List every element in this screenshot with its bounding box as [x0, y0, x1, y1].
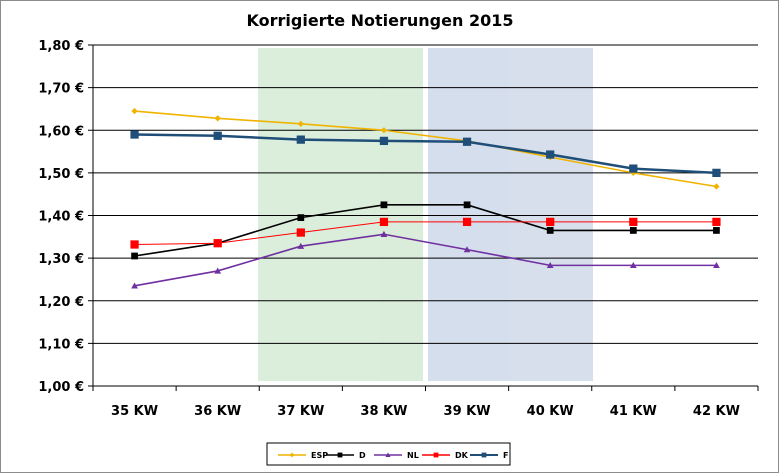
- series-line: [134, 133, 717, 175]
- data-point: [463, 246, 471, 253]
- x-tick-label: 35 KW: [111, 404, 158, 419]
- grid: [93, 44, 758, 387]
- y-tick-label: 1,20 €: [38, 295, 84, 310]
- data-point: [297, 214, 305, 222]
- data-point: [131, 252, 138, 260]
- data-point: [712, 168, 721, 177]
- data-point: [629, 164, 638, 173]
- data-point: [712, 217, 721, 227]
- data-point: [546, 150, 555, 159]
- data-point: [297, 242, 305, 249]
- legend-item-f: F: [470, 451, 508, 460]
- data-point: [629, 217, 638, 227]
- data-point: [213, 131, 222, 140]
- data-point: [380, 230, 388, 237]
- data-point: [297, 120, 304, 128]
- x-tick-label: 42 KW: [693, 404, 740, 419]
- data-point: [385, 452, 391, 458]
- data-point: [337, 452, 343, 458]
- legend-item-nl: NL: [374, 451, 419, 460]
- data-point: [629, 262, 637, 269]
- y-axis-ticks: 1,00 € 1,10 € 1,20 € 1,30 € 1,40 € 1,50 € 1,60…: [38, 39, 93, 395]
- legend-label: F: [503, 451, 508, 460]
- legend-item-esp: ESP: [278, 451, 328, 460]
- data-point: [131, 282, 138, 289]
- y-tick-label: 1,70 €: [38, 82, 84, 97]
- data-point: [713, 183, 720, 190]
- x-tick-label: 38 KW: [360, 404, 407, 419]
- y-tick-label: 1,10 €: [38, 337, 84, 352]
- series-line: [134, 221, 717, 245]
- data-point: [296, 135, 305, 144]
- y-tick-label: 1,40 €: [38, 210, 84, 225]
- data-point: [713, 262, 720, 269]
- legend: ESP D NL DK F: [266, 442, 511, 466]
- data-point: [214, 115, 221, 122]
- series-line: [134, 204, 717, 257]
- data-point: [481, 452, 487, 458]
- y-tick-label: 1,60 €: [38, 124, 84, 139]
- legend-item-dk: DK: [422, 451, 469, 460]
- data-point: [713, 227, 720, 234]
- data-point: [379, 217, 389, 227]
- chart-title: Korrigierte Notierungen 2015: [247, 11, 514, 30]
- legend-label: NL: [407, 451, 419, 460]
- y-tick-label: 1,30 €: [38, 252, 84, 267]
- data-point: [130, 130, 139, 139]
- data-point: [462, 137, 472, 146]
- legend-item-d: D: [326, 451, 366, 460]
- series-line: [134, 110, 717, 188]
- data-point: [130, 240, 139, 249]
- legend-label: ESP: [311, 451, 328, 460]
- data-point: [213, 239, 222, 248]
- data-point: [379, 136, 389, 146]
- data-point: [462, 217, 472, 227]
- y-tick-label: 1,80 €: [38, 39, 84, 54]
- data-point: [546, 262, 554, 269]
- data-point: [380, 201, 388, 209]
- data-point: [296, 228, 305, 237]
- x-tick-label: 37 KW: [277, 404, 324, 419]
- series-nl: [131, 230, 720, 289]
- y-tick-label: 1,00 €: [38, 380, 84, 395]
- data-point: [131, 107, 138, 115]
- data-point: [289, 452, 295, 458]
- data-point: [380, 127, 388, 134]
- data-point: [433, 452, 439, 458]
- series-dk: [130, 217, 721, 249]
- data-point: [629, 227, 637, 234]
- y-tick-label: 1,50 €: [38, 167, 84, 182]
- series-line: [134, 233, 717, 287]
- x-tick-label: 36 KW: [194, 404, 241, 419]
- series-d: [131, 201, 720, 260]
- series-group: [130, 107, 721, 289]
- data-point: [546, 217, 555, 227]
- x-tick-label: 41 KW: [610, 404, 657, 419]
- series-f: [130, 130, 721, 177]
- x-tick-label: 40 KW: [527, 404, 574, 419]
- series-esp: [131, 107, 720, 190]
- x-axis-ticks: 35 KW 36 KW 37 KW 38 KW 39 KW 40 KW 41 KW 42 KW: [92, 386, 759, 419]
- data-point: [214, 267, 222, 274]
- x-tick-label: 39 KW: [444, 404, 491, 419]
- data-point: [463, 201, 471, 209]
- legend-label: DK: [455, 451, 469, 460]
- watermark-logo: [258, 48, 593, 381]
- data-point: [546, 227, 554, 234]
- legend-label: D: [359, 451, 366, 460]
